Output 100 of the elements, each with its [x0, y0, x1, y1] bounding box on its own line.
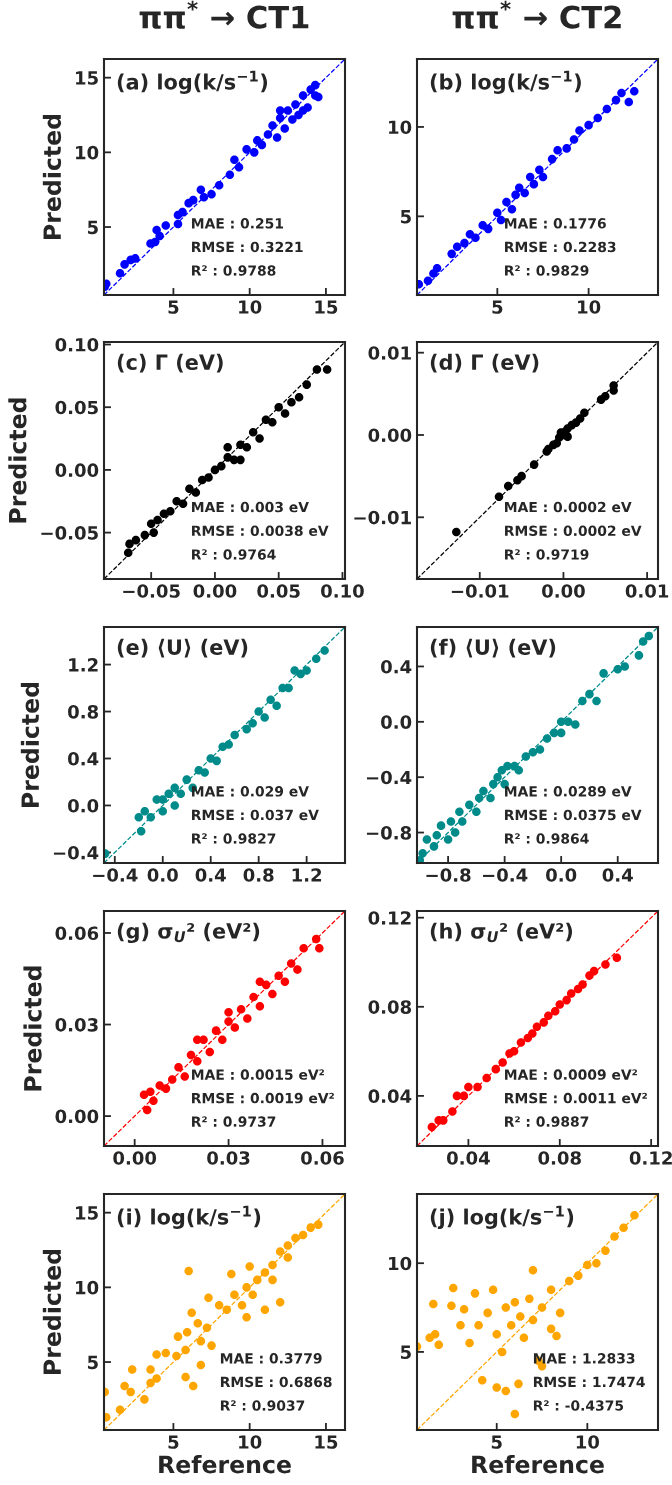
- point: [315, 943, 324, 953]
- x-tick-label: −0.4: [482, 868, 528, 882]
- point: [225, 170, 235, 180]
- point: [473, 1082, 482, 1092]
- point: [519, 1333, 529, 1343]
- text: (h) σ$_{U}$² (eV²): [430, 922, 573, 943]
- point: [493, 772, 502, 782]
- point: [140, 1395, 149, 1404]
- point: [115, 1405, 125, 1415]
- y-tick-label: 0.00: [55, 463, 99, 478]
- point: [556, 728, 566, 738]
- point: [443, 835, 453, 844]
- point: [459, 1091, 469, 1101]
- point: [516, 1312, 525, 1321]
- point: [516, 1038, 526, 1047]
- point: [257, 140, 267, 150]
- annotation: R² : 0.9764: [192, 549, 276, 560]
- point: [525, 172, 535, 182]
- x-tick-label: 10: [239, 300, 262, 314]
- point: [511, 190, 520, 200]
- point: [140, 807, 150, 816]
- point: [310, 80, 320, 90]
- point: [274, 402, 283, 412]
- annotation: RMSE : 0.0002 eV: [505, 525, 642, 537]
- text: (a) log(k/s$^{−1}$): [117, 70, 268, 94]
- point: [617, 88, 626, 98]
- point: [456, 1321, 465, 1330]
- point: [514, 1379, 523, 1389]
- x-axis-title: Reference: [472, 1455, 604, 1474]
- point: [491, 1064, 501, 1074]
- point: [196, 1336, 206, 1346]
- annotation: RMSE : 0.6868: [220, 1376, 332, 1388]
- point: [496, 215, 506, 225]
- point: [272, 133, 282, 142]
- point: [474, 793, 484, 803]
- point: [205, 1047, 215, 1057]
- point: [207, 189, 216, 199]
- point: [311, 934, 321, 944]
- x-tick-label: 10: [576, 1435, 600, 1449]
- point: [230, 155, 239, 165]
- point: [207, 1341, 216, 1350]
- y-tick-label: 0.03: [55, 1017, 98, 1032]
- point: [274, 971, 283, 980]
- y-tick-label: 0.0: [68, 798, 99, 813]
- point: [200, 768, 209, 777]
- point: [423, 276, 433, 285]
- point: [127, 1365, 137, 1374]
- point: [136, 827, 146, 836]
- point: [432, 831, 442, 840]
- point: [146, 1087, 155, 1096]
- point: [520, 188, 529, 198]
- point: [174, 1062, 183, 1072]
- point: [562, 995, 571, 1005]
- point: [470, 1289, 480, 1298]
- point: [472, 807, 481, 817]
- point: [613, 664, 622, 674]
- point: [436, 821, 446, 830]
- annotation: R² : 0.9037: [220, 1400, 305, 1411]
- point: [248, 1290, 257, 1300]
- point: [123, 548, 133, 557]
- point: [483, 224, 493, 234]
- point: [539, 1018, 549, 1027]
- x-tick-label: 0.08: [538, 1151, 581, 1165]
- point: [429, 1299, 438, 1309]
- annotation: RMSE : 1.7474: [533, 1376, 645, 1388]
- annotation: MAE : 0.003 eV: [192, 501, 309, 513]
- point: [471, 233, 480, 243]
- point: [254, 707, 263, 716]
- point: [152, 1374, 161, 1383]
- point: [601, 392, 610, 401]
- point: [532, 1022, 542, 1032]
- point: [291, 1233, 300, 1243]
- text: (f) ⟨U⟩ (eV): [430, 638, 556, 658]
- x-tick-label: 5: [168, 300, 179, 314]
- point: [302, 380, 312, 389]
- point: [624, 97, 634, 107]
- point: [280, 124, 290, 133]
- point: [214, 1301, 224, 1310]
- y-tick-label: 10: [76, 145, 99, 160]
- point: [173, 219, 183, 229]
- point: [644, 631, 654, 641]
- point: [164, 789, 174, 799]
- point: [120, 1381, 129, 1391]
- x-tick-label: −0.01: [451, 584, 509, 598]
- point: [186, 1050, 196, 1060]
- point: [450, 828, 460, 837]
- x-tick-label: 15: [315, 300, 338, 314]
- y-tick-label: 0.05: [55, 400, 98, 415]
- point: [120, 260, 129, 269]
- point: [589, 966, 599, 976]
- y-tick-label: 0.4: [68, 751, 99, 766]
- point: [452, 527, 461, 537]
- x-tick-label: 0.0: [546, 868, 577, 882]
- annotation: RMSE : 0.2283: [505, 241, 616, 253]
- point: [517, 471, 526, 481]
- point: [474, 1321, 483, 1330]
- annotation: RMSE : 0.0038 eV: [192, 525, 329, 537]
- point: [447, 1301, 456, 1311]
- x-tick-label: 1.2: [292, 868, 322, 882]
- point: [298, 106, 308, 115]
